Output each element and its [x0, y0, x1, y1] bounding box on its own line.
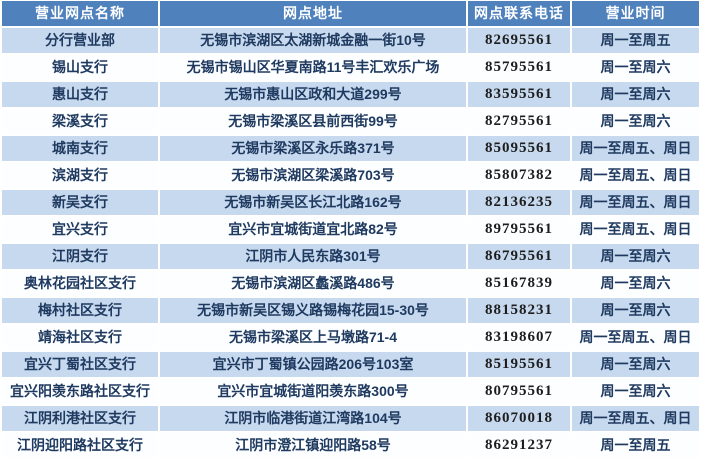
table-row: 江阴迎阳路社区支行 江阴市澄江镇迎阳路58号 86291237 周一至周五: [2, 433, 701, 460]
phone-cell: 88158231: [468, 298, 572, 325]
hours-cell: 周一至周六: [572, 352, 701, 379]
phone-cell: 85167839: [468, 271, 572, 298]
address-cell: 无锡市梁溪区永乐路371号: [160, 136, 468, 163]
hours-cell: 周一至周五、周日: [572, 217, 701, 244]
table-row: 宜兴阳羡东路社区支行 宜兴市宜城街道阳羡东路300号 80795561 周一至周六: [2, 379, 701, 406]
col-header-branch-name: 营业网点名称: [2, 1, 160, 28]
branch-name-cell: 城南支行: [2, 136, 160, 163]
col-header-hours: 营业时间: [572, 1, 701, 28]
phone-cell: 85807382: [468, 163, 572, 190]
table-row: 新吴支行 无锡市新吴区长江北路162号 82136235 周一至周五、周日: [2, 190, 701, 217]
phone-cell: 82695561: [468, 28, 572, 55]
address-cell: 无锡市滨湖区梁溪路703号: [160, 163, 468, 190]
branch-name-cell: 江阴支行: [2, 244, 160, 271]
table-header-row: 营业网点名称 网点地址 网点联系电话 营业时间: [2, 1, 701, 28]
address-cell: 宜兴市宜城街道阳羡东路300号: [160, 379, 468, 406]
address-cell: 无锡市滨湖区蠡溪路486号: [160, 271, 468, 298]
hours-cell: 周一至周六: [572, 82, 701, 109]
branch-name-cell: 宜兴丁蜀社区支行: [2, 352, 160, 379]
hours-cell: 周一至周五、周日: [572, 136, 701, 163]
branch-name-cell: 宜兴支行: [2, 217, 160, 244]
branch-name-cell: 锡山支行: [2, 55, 160, 82]
branch-name-cell: 江阴利港社区支行: [2, 406, 160, 433]
branch-name-cell: 新吴支行: [2, 190, 160, 217]
hours-cell: 周一至周六: [572, 109, 701, 136]
branch-name-cell: 梁溪支行: [2, 109, 160, 136]
address-cell: 宜兴市丁蜀镇公园路206号103室: [160, 352, 468, 379]
hours-cell: 周一至周五、周日: [572, 163, 701, 190]
address-cell: 无锡市滨湖区太湖新城金融一街10号: [160, 28, 468, 55]
branch-name-cell: 分行营业部: [2, 28, 160, 55]
hours-cell: 周一至周五: [572, 433, 701, 460]
address-cell: 无锡市新吴区锡义路锡梅花园15-30号: [160, 298, 468, 325]
phone-cell: 85195561: [468, 352, 572, 379]
table-row: 分行营业部 无锡市滨湖区太湖新城金融一街10号 82695561 周一至周五: [2, 28, 701, 55]
hours-cell: 周一至周六: [572, 298, 701, 325]
table-row: 宜兴丁蜀社区支行 宜兴市丁蜀镇公园路206号103室 85195561 周一至周六: [2, 352, 701, 379]
hours-cell: 周一至周六: [572, 55, 701, 82]
hours-cell: 周一至周五、周日: [572, 190, 701, 217]
phone-cell: 82795561: [468, 109, 572, 136]
branch-name-cell: 梅村社区支行: [2, 298, 160, 325]
address-cell: 无锡市锡山区华夏南路11号丰汇欢乐广场: [160, 55, 468, 82]
branch-name-cell: 惠山支行: [2, 82, 160, 109]
branch-name-cell: 奥林花园社区支行: [2, 271, 160, 298]
address-cell: 无锡市新吴区长江北路162号: [160, 190, 468, 217]
table-row: 城南支行 无锡市梁溪区永乐路371号 85095561 周一至周五、周日: [2, 136, 701, 163]
table-row: 江阴支行 江阴市人民东路301号 86795561 周一至周六: [2, 244, 701, 271]
table-row: 滨湖支行 无锡市滨湖区梁溪路703号 85807382 周一至周五、周日: [2, 163, 701, 190]
branch-name-cell: 江阴迎阳路社区支行: [2, 433, 160, 460]
phone-cell: 82136235: [468, 190, 572, 217]
phone-cell: 80795561: [468, 379, 572, 406]
phone-cell: 85095561: [468, 136, 572, 163]
address-cell: 无锡市惠山区政和大道299号: [160, 82, 468, 109]
hours-cell: 周一至周五: [572, 28, 701, 55]
branch-name-cell: 滨湖支行: [2, 163, 160, 190]
col-header-phone: 网点联系电话: [468, 1, 572, 28]
table-row: 靖海社区支行 无锡市梁溪区上马墩路71-4 83198607 周一至周五、周日: [2, 325, 701, 352]
table-row: 梅村社区支行 无锡市新吴区锡义路锡梅花园15-30号 88158231 周一至周六: [2, 298, 701, 325]
hours-cell: 周一至周六: [572, 379, 701, 406]
table-row: 奥林花园社区支行 无锡市滨湖区蠡溪路486号 85167839 周一至周六: [2, 271, 701, 298]
hours-cell: 周一至周六: [572, 271, 701, 298]
table-row: 惠山支行 无锡市惠山区政和大道299号 83595561 周一至周六: [2, 82, 701, 109]
phone-cell: 83595561: [468, 82, 572, 109]
address-cell: 江阴市澄江镇迎阳路58号: [160, 433, 468, 460]
hours-cell: 周一至周五、周日: [572, 406, 701, 433]
address-cell: 江阴市临港街道江湾路104号: [160, 406, 468, 433]
address-cell: 无锡市梁溪区县前西街99号: [160, 109, 468, 136]
table-row: 江阴利港社区支行 江阴市临港街道江湾路104号 86070018 周一至周五、周日: [2, 406, 701, 433]
address-cell: 宜兴市宜城街道宜北路82号: [160, 217, 468, 244]
phone-cell: 83198607: [468, 325, 572, 352]
address-cell: 无锡市梁溪区上马墩路71-4: [160, 325, 468, 352]
table-row: 宜兴支行 宜兴市宜城街道宜北路82号 89795561 周一至周五、周日: [2, 217, 701, 244]
hours-cell: 周一至周五、周日: [572, 325, 701, 352]
table-row: 锡山支行 无锡市锡山区华夏南路11号丰汇欢乐广场 85795561 周一至周六: [2, 55, 701, 82]
table-row: 梁溪支行 无锡市梁溪区县前西街99号 82795561 周一至周六: [2, 109, 701, 136]
phone-cell: 86070018: [468, 406, 572, 433]
phone-cell: 86291237: [468, 433, 572, 460]
address-cell: 江阴市人民东路301号: [160, 244, 468, 271]
phone-cell: 89795561: [468, 217, 572, 244]
phone-cell: 86795561: [468, 244, 572, 271]
phone-cell: 85795561: [468, 55, 572, 82]
hours-cell: 周一至周六: [572, 244, 701, 271]
col-header-address: 网点地址: [160, 1, 468, 28]
branch-name-cell: 宜兴阳羡东路社区支行: [2, 379, 160, 406]
branch-name-cell: 靖海社区支行: [2, 325, 160, 352]
